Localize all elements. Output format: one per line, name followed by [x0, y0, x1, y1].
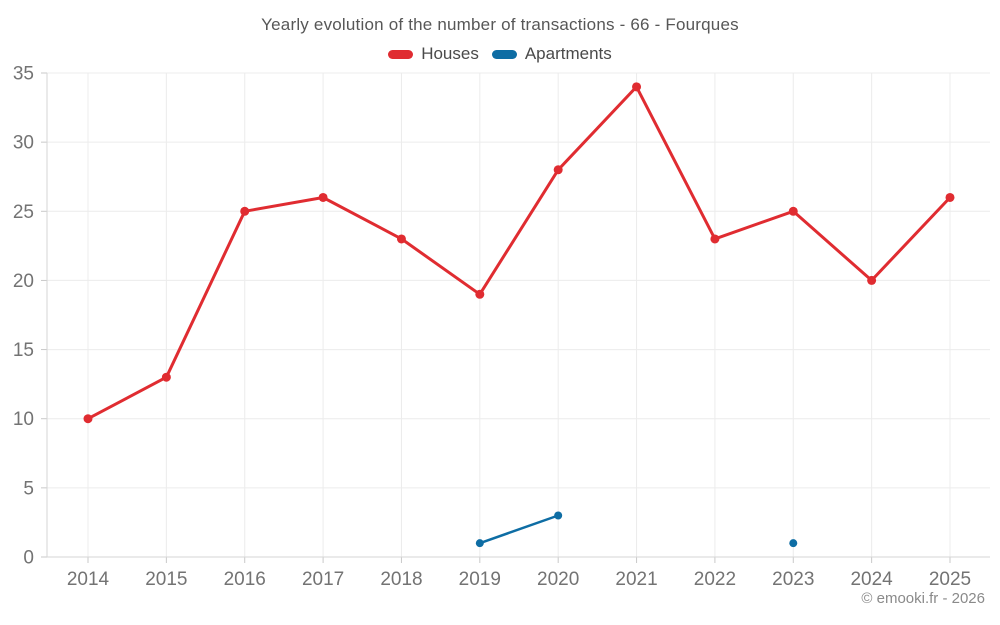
- x-tick-label: 2022: [694, 569, 736, 590]
- data-point-houses-2021[interactable]: [632, 82, 642, 92]
- legend-label-houses: Houses: [421, 44, 479, 63]
- data-point-apartments-2019[interactable]: [475, 539, 484, 548]
- x-tick-label: 2018: [380, 569, 422, 590]
- x-tick-label: 2015: [145, 569, 187, 590]
- x-tick-label: 2014: [67, 569, 110, 590]
- x-tick-label: 2025: [929, 569, 971, 590]
- y-tick-label: 5: [23, 478, 34, 499]
- series-line-apartments: [478, 514, 560, 545]
- x-tick-label: 2021: [615, 569, 657, 590]
- data-point-houses-2023[interactable]: [788, 206, 798, 216]
- series-line-houses: [86, 85, 952, 421]
- x-tick-label: 2023: [772, 569, 814, 590]
- x-tick-label: 2019: [459, 569, 501, 590]
- data-point-houses-2019[interactable]: [475, 289, 485, 299]
- legend-item-apartments[interactable]: Apartments: [491, 44, 612, 64]
- y-tick-label: 15: [13, 340, 34, 361]
- data-point-houses-2020[interactable]: [553, 165, 563, 175]
- y-tick-label: 0: [23, 548, 34, 569]
- y-tick-label: 25: [13, 202, 34, 223]
- x-tick-label: 2024: [850, 569, 893, 590]
- y-tick-label: 10: [13, 409, 34, 430]
- x-tick-label: 2017: [302, 569, 344, 590]
- legend-label-apartments: Apartments: [524, 44, 612, 63]
- legend-swatch-houses: [388, 49, 414, 59]
- data-point-houses-2022[interactable]: [710, 234, 720, 244]
- data-point-houses-2024[interactable]: [867, 275, 877, 285]
- data-point-houses-2016[interactable]: [240, 206, 250, 216]
- chart-title: Yearly evolution of the number of transa…: [261, 15, 739, 34]
- y-tick-label: 35: [13, 64, 34, 85]
- data-point-houses-2014[interactable]: [83, 414, 93, 424]
- copyright-credit: © emooki.fr - 2026: [861, 590, 985, 607]
- legend-swatch-apartments: [491, 49, 517, 59]
- data-point-apartments-2020[interactable]: [554, 511, 563, 520]
- data-point-apartments-2023[interactable]: [789, 539, 798, 548]
- data-point-houses-2025[interactable]: [945, 192, 955, 202]
- legend-item-houses[interactable]: Houses: [388, 44, 479, 64]
- y-tick-label: 30: [13, 133, 34, 154]
- data-point-houses-2017[interactable]: [318, 192, 328, 202]
- data-point-houses-2015[interactable]: [161, 372, 171, 382]
- data-point-houses-2018[interactable]: [396, 234, 406, 244]
- chart-legend: Houses Apartments: [0, 44, 1000, 64]
- y-tick-label: 20: [13, 271, 34, 292]
- x-tick-label: 2016: [224, 569, 266, 590]
- x-tick-label: 2020: [537, 569, 579, 590]
